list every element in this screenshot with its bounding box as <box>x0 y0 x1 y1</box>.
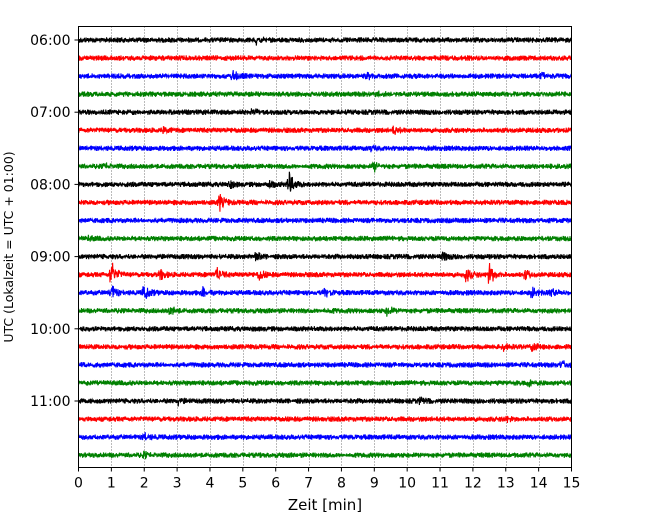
x-tick-label-2: 2 <box>140 476 149 492</box>
trace-0800 <box>77 171 573 192</box>
x-tick-label-4: 4 <box>206 476 215 492</box>
x-axis-ticks: 0 1 2 3 4 5 6 7 8 9 10 11 12 13 14 15 <box>74 467 581 492</box>
x-tick-label-7: 7 <box>304 476 313 492</box>
trace-1000 <box>78 325 573 333</box>
x-tick-label-14: 14 <box>530 476 548 492</box>
x-tick-label-8: 8 <box>337 476 346 492</box>
trace-1100 <box>78 396 573 407</box>
trace-0615 <box>77 54 573 62</box>
trace-0600 <box>77 36 572 46</box>
trace-1030 <box>78 360 573 369</box>
x-tick-label-0: 0 <box>74 476 83 492</box>
trace-lines <box>77 36 573 460</box>
x-tick-label-11: 11 <box>431 476 449 492</box>
y-tick-label-11:00: 11:00 <box>30 394 70 410</box>
trace-0730 <box>77 143 573 153</box>
x-tick-label-1: 1 <box>107 476 116 492</box>
plot-frame <box>78 26 572 468</box>
x-tick-label-10: 10 <box>398 476 416 492</box>
trace-0700 <box>77 108 573 116</box>
y-tick-label-06:00: 06:00 <box>30 33 70 49</box>
trace-0930 <box>77 285 573 299</box>
trace-1130 <box>77 432 573 441</box>
y-axis-ticks: 06:00 07:00 08:00 09:00 10:00 11:00 <box>30 33 79 410</box>
x-tick-label-6: 6 <box>271 476 280 492</box>
x-tick-label-12: 12 <box>464 476 482 492</box>
trace-0645 <box>77 90 573 98</box>
x-tick-label-3: 3 <box>173 476 182 492</box>
x-tick-label-5: 5 <box>238 476 247 492</box>
trace-0830 <box>77 216 573 224</box>
x-axis-label: Zeit [min] <box>288 496 362 514</box>
trace-0845 <box>77 234 572 242</box>
y-axis-label: UTC (Lokalzeit = UTC + 01:00) <box>1 151 16 342</box>
x-tick-label-15: 15 <box>563 476 581 492</box>
y-tick-label-09:00: 09:00 <box>30 250 70 266</box>
trace-0900 <box>77 251 573 262</box>
trace-1015 <box>77 343 573 352</box>
x-tick-label-13: 13 <box>497 476 515 492</box>
trace-1145 <box>77 450 573 460</box>
trace-0715 <box>77 125 573 135</box>
trace-0945 <box>77 306 573 317</box>
trace-0630 <box>77 70 573 81</box>
y-tick-label-10:00: 10:00 <box>30 322 70 338</box>
x-tick-label-9: 9 <box>370 476 379 492</box>
trace-0915 <box>77 262 573 284</box>
y-tick-label-07:00: 07:00 <box>30 105 70 121</box>
trace-1045 <box>77 379 573 388</box>
trace-1115 <box>77 415 573 423</box>
y-tick-label-08:00: 08:00 <box>30 177 70 193</box>
trace-0815 <box>77 194 573 212</box>
trace-0745 <box>78 161 573 173</box>
